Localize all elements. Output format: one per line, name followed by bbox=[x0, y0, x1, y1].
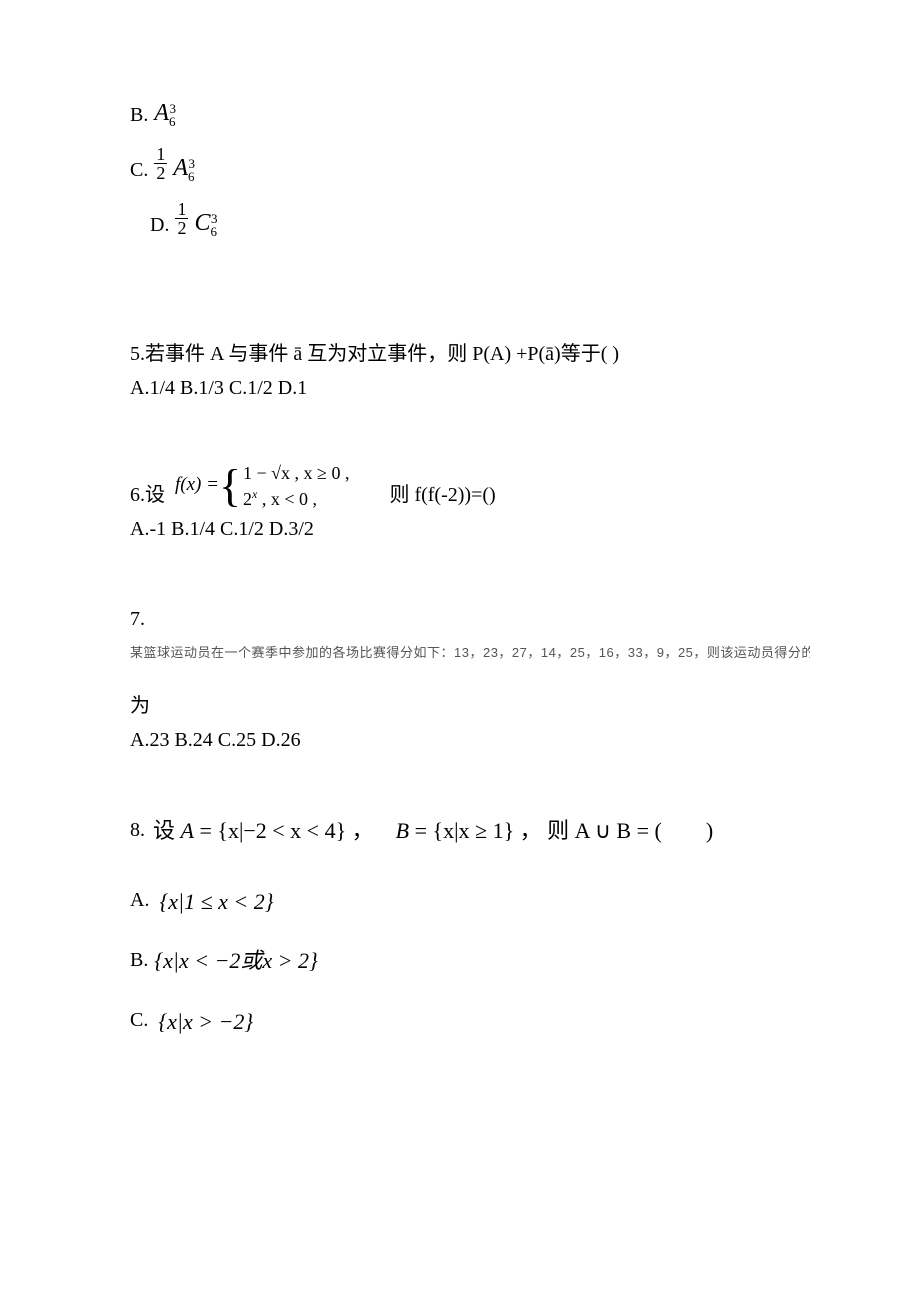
option-d-sup: 3 bbox=[211, 211, 218, 227]
q8-set1: {x|−2 < x < 4} bbox=[217, 818, 346, 843]
option-c-sup: 3 bbox=[189, 156, 196, 172]
q8-option-a: A. {x|1 ≤ x < 2} bbox=[130, 883, 810, 917]
document-page: B. A 6 3 C. 1 2 A 6 3 D. 1 2 C 6 3 5.若事件… bbox=[0, 0, 920, 1302]
q5-text: 5.若事件 A 与事件 ā 互为对立事件，则 P(A) +P(ā)等于( ) bbox=[130, 337, 810, 371]
q8-c-letter: C. bbox=[130, 1003, 148, 1037]
option-c-letter: C. bbox=[130, 159, 148, 182]
q8-option-b: B. {x|x < −2或x > 2} bbox=[130, 943, 810, 977]
option-b-sym: A bbox=[154, 100, 169, 127]
q6-piecewise: { 1 − √x , x ≥ 0 , 2x , x < 0 , bbox=[219, 461, 350, 512]
q8-main-a: 设 A = bbox=[153, 818, 217, 843]
option-c: C. 1 2 A 6 3 bbox=[130, 145, 810, 182]
q8-tail: ， 则 A ∪ B = ( ) bbox=[520, 818, 714, 843]
option-b-letter: B. bbox=[130, 104, 148, 127]
q8-set2: {x|x ≥ 1} bbox=[433, 818, 515, 843]
q8-line: 8. 设 A = {x|−2 < x < 4} ， B = {x|x ≥ 1} … bbox=[130, 813, 810, 847]
option-d-frac: 1 2 bbox=[175, 200, 188, 237]
q8-b-letter: B. bbox=[130, 943, 148, 977]
q6-case2: 2x , x < 0 , bbox=[243, 486, 349, 512]
q8-num: 8. bbox=[130, 813, 145, 847]
q7-wei: 为 bbox=[130, 689, 810, 723]
q5-options: A.1/4 B.1/3 C.1/2 D.1 bbox=[130, 371, 810, 405]
q7-small-text: 某篮球运动员在一个赛季中参加的各场比赛得分如下：13，23，27，14，25，1… bbox=[130, 642, 810, 661]
q8-option-c: C. {x|x > −2} bbox=[130, 1003, 810, 1037]
q8-c-set: {x|x > −2} bbox=[158, 1009, 253, 1035]
option-c-sym: A bbox=[173, 155, 188, 182]
option-d-letter: D. bbox=[150, 214, 169, 237]
option-b: B. A 6 3 bbox=[130, 100, 810, 127]
option-d-sym: C bbox=[194, 210, 210, 237]
q7-options: A.23 B.24 C.25 D.26 bbox=[130, 723, 810, 757]
q8-a-letter: A. bbox=[130, 883, 149, 917]
q6-lead: 6.设 bbox=[130, 478, 165, 512]
option-d: D. 1 2 C 6 3 bbox=[150, 200, 810, 237]
q6-options: A.-1 B.1/4 C.1/2 D.3/2 bbox=[130, 512, 810, 546]
option-b-sup: 3 bbox=[170, 101, 177, 117]
q6-fx: f(x) = bbox=[175, 474, 219, 496]
q7-num: 7. bbox=[130, 602, 810, 636]
brace-icon: { bbox=[219, 468, 241, 505]
q6-tail: 则 f(f(-2))=() bbox=[389, 478, 495, 512]
q6-block: 6.设 f(x) = { 1 − √x , x ≥ 0 , 2x , x < 0… bbox=[130, 461, 810, 512]
option-c-frac: 1 2 bbox=[154, 145, 167, 182]
q6-case1: 1 − √x , x ≥ 0 , bbox=[243, 461, 349, 486]
q8-a-set: {x|1 ≤ x < 2} bbox=[159, 889, 273, 915]
q8-b-set: {x|x < −2或x > 2} bbox=[154, 943, 317, 975]
q8-comma: ， bbox=[352, 818, 374, 843]
